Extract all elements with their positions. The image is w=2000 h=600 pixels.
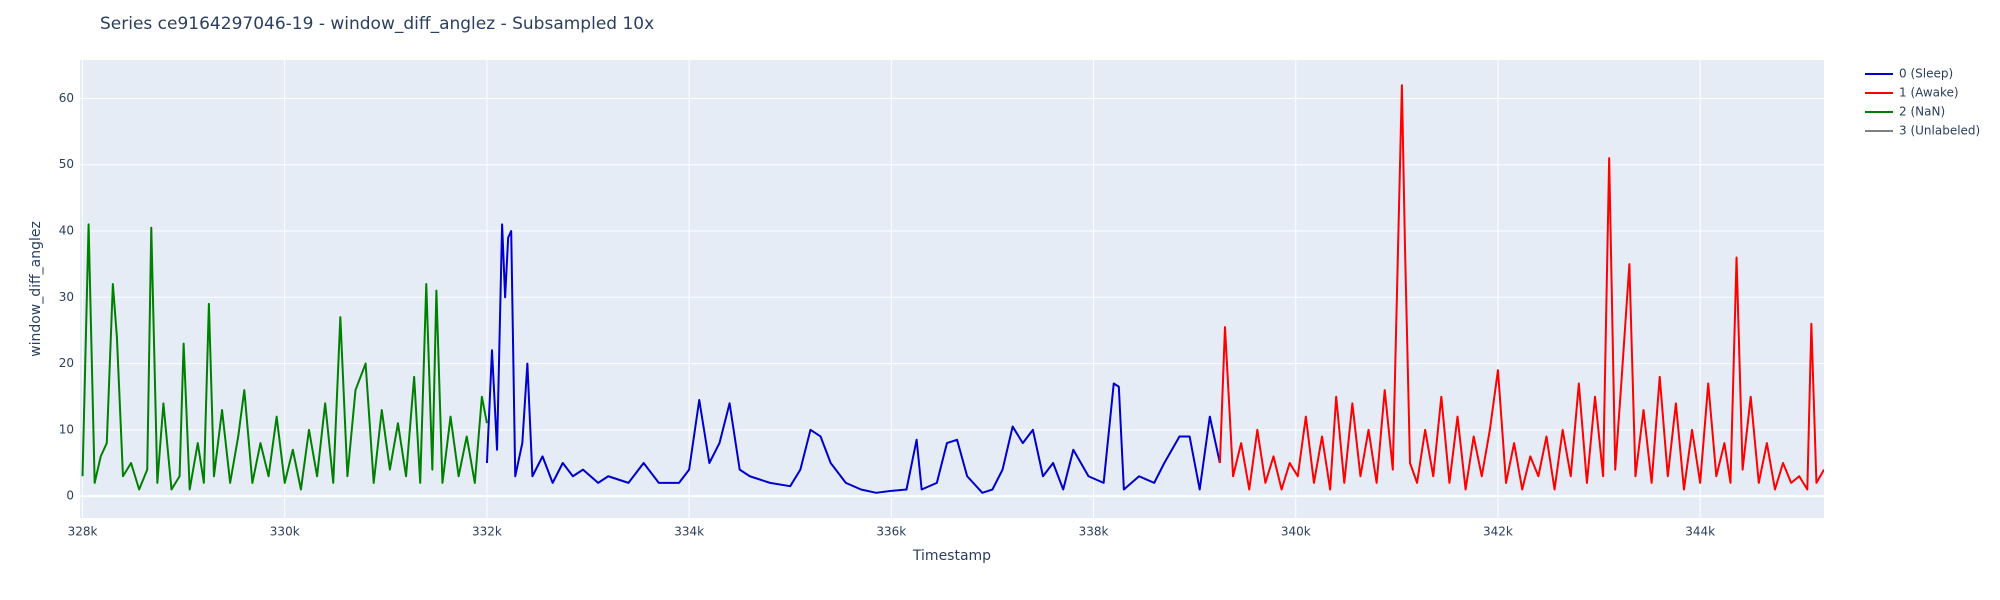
y-tick-label: 40 — [59, 224, 74, 238]
x-tick-label: 332k — [472, 525, 502, 539]
y-tick-label: 10 — [59, 422, 74, 436]
series-line — [81, 223, 488, 491]
legend-label: 1 (Awake) — [1899, 86, 1959, 100]
y-tick-label: 0 — [66, 489, 74, 503]
x-tick-label: 336k — [876, 525, 906, 539]
legend-item[interactable]: 2 (NaN) — [1865, 105, 1945, 119]
y-tick-label: 60 — [59, 91, 74, 105]
y-tick-label: 50 — [59, 157, 74, 171]
legend: 0 (Sleep) 1 (Awake) 2 (NaN) 3 (Unlabeled) — [1865, 67, 1980, 138]
legend-label: 3 (Unlabeled) — [1899, 124, 1980, 138]
chart-title: Series ce9164297046-19 - window_diff_ang… — [100, 14, 654, 34]
legend-label: 0 (Sleep) — [1899, 67, 1953, 81]
y-axis-title: window_diff_anglez — [28, 221, 44, 357]
y-tick-label: 20 — [59, 356, 74, 370]
x-tick-label: 340k — [1281, 525, 1311, 539]
x-tick-label: 330k — [270, 525, 300, 539]
x-tick-label: 342k — [1483, 525, 1513, 539]
x-tick-label: 344k — [1685, 525, 1715, 539]
series-line — [485, 223, 1221, 494]
x-tick-label: 338k — [1079, 525, 1109, 539]
legend-label: 2 (NaN) — [1899, 105, 1945, 119]
plot-lines — [81, 84, 1824, 494]
legend-item[interactable]: 0 (Sleep) — [1865, 67, 1953, 81]
x-tick-label: 334k — [674, 525, 704, 539]
legend-item[interactable]: 1 (Awake) — [1865, 86, 1959, 100]
x-axis-title: Timestamp — [912, 548, 991, 564]
series-line — [1218, 84, 1824, 491]
x-tick-label: 328k — [68, 525, 98, 539]
plot-background — [80, 60, 1824, 518]
tick-labels: 328k 330k 332k 334k 336k 338k 340k 342k 344k 0 10 2… — [59, 91, 1715, 539]
y-tick-label: 30 — [59, 290, 74, 304]
legend-item[interactable]: 3 (Unlabeled) — [1865, 124, 1980, 138]
